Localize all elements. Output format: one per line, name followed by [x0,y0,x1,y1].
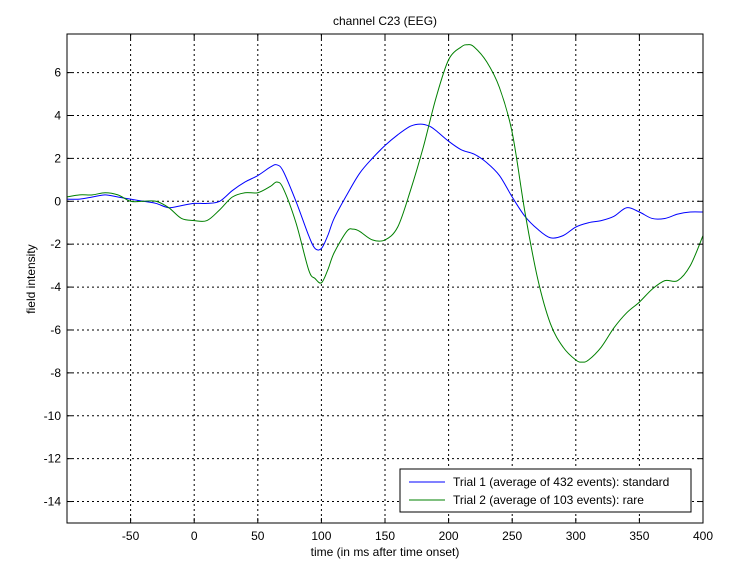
series-layer [66,44,704,363]
y-tick-label: -6 [50,323,61,337]
legend-label-trial-1: Trial 1 (average of 432 events): standar… [453,475,669,489]
grid-layer [67,34,703,523]
x-axis-label: time (in ms after time onset) [311,545,460,559]
x-tick-label: 350 [629,529,649,543]
y-tick-label: 4 [54,109,61,123]
x-tick-label: 150 [375,529,395,543]
y-tick-label: 0 [54,194,61,208]
x-tick-label: 300 [566,529,586,543]
x-tick-label: 400 [693,529,713,543]
x-tick-label: 250 [502,529,522,543]
y-axis-label: field intensity [24,244,38,313]
chart-title: channel C23 (EEG) [333,14,437,28]
y-tick-label: -12 [44,452,62,466]
y-tick-label: 6 [54,66,61,80]
tick-layer: -50 0 50 100 150 200 250 300 350 400 -14 -12 -10 -8 -6… [44,34,713,543]
y-tick-label: -4 [50,280,61,294]
legend-label-trial-2: Trial 2 (average of 103 events): rare [453,493,644,507]
x-tick-label: 200 [439,529,459,543]
x-tick-label: 50 [251,529,265,543]
y-tick-label: -2 [50,237,61,251]
y-tick-label: -14 [44,495,62,509]
series-line-trial-1 [66,123,704,251]
x-tick-label: 100 [311,529,331,543]
y-tick-label: -10 [44,409,62,423]
y-tick-label: 2 [54,151,61,165]
x-tick-label: 0 [191,529,198,543]
y-tick-label: -8 [50,366,61,380]
x-tick-label: -50 [122,529,140,543]
legend-box [399,468,692,513]
series-line-trial-2 [66,44,704,363]
legend: Trial 1 (average of 432 events): standar… [399,468,692,513]
